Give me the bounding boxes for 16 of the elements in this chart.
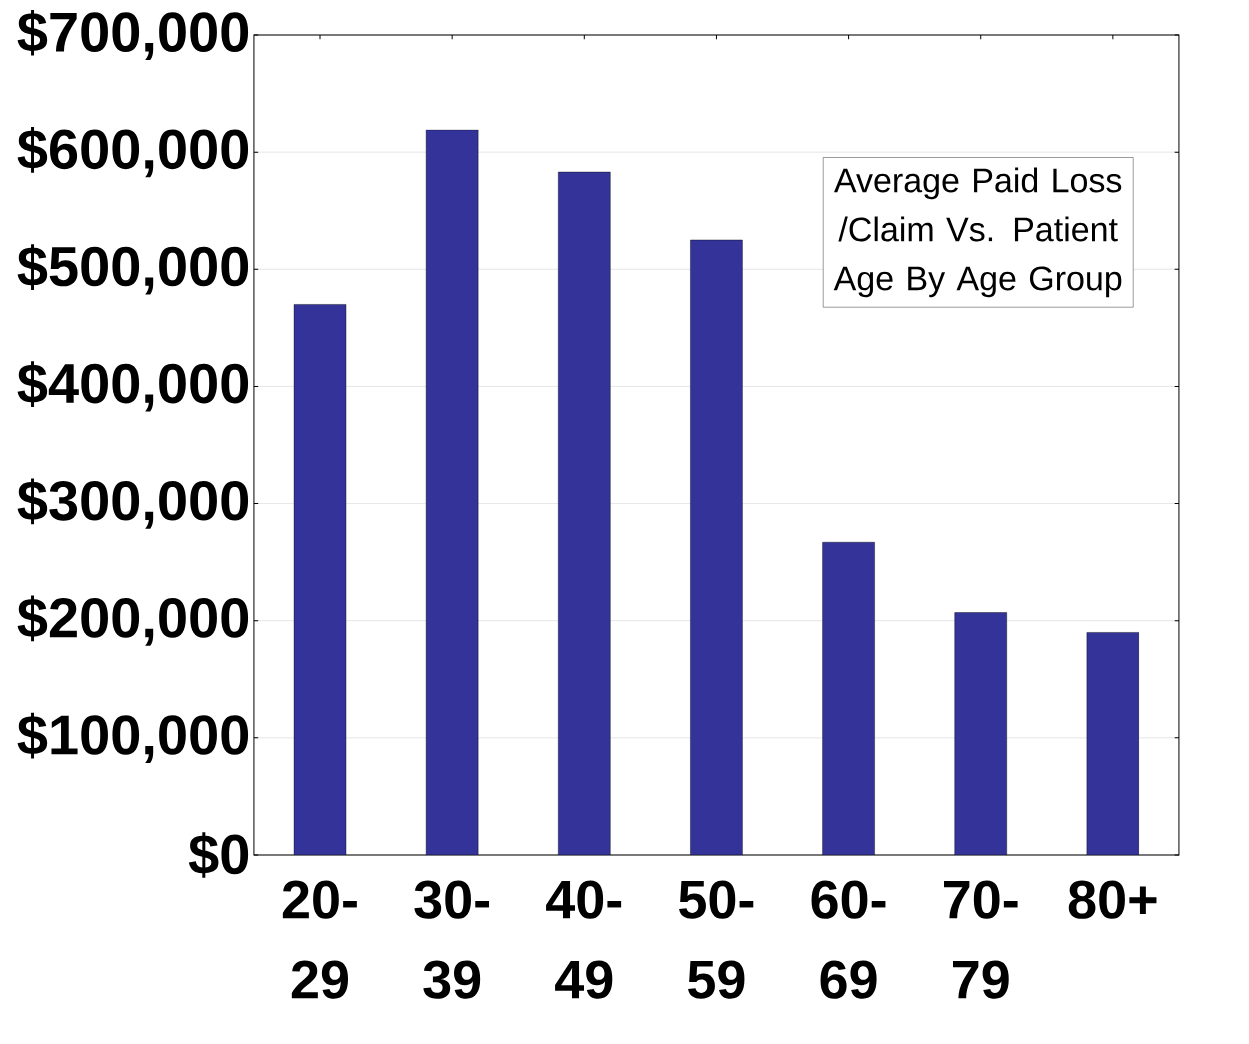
x-tick-label: 70-79 <box>944 880 1018 999</box>
y-tick-label: $300,000 <box>17 478 249 529</box>
y-tick-label: $0 <box>188 832 249 878</box>
text: Average Paid Loss /Claim Vs. Patient Age By Age Group <box>833 167 1122 298</box>
y-tick-label: $500,000 <box>17 244 249 295</box>
y-tick-label: $200,000 <box>17 595 249 646</box>
x-tick-label: 50-59 <box>679 880 754 999</box>
y-tick-label: $100,000 <box>17 712 249 763</box>
x-tick-label: 80+ <box>1068 880 1157 919</box>
x-tick-label: 20-29 <box>282 880 357 999</box>
x-tick-label: 40-49 <box>546 880 622 999</box>
y-tick-label: $700,000 <box>17 9 249 61</box>
x-tick-label: 60-69 <box>811 880 886 999</box>
x-tick-label: 30-39 <box>414 880 489 999</box>
y-tick-label: $600,000 <box>17 127 249 178</box>
y-tick-label: $400,000 <box>17 361 249 412</box>
